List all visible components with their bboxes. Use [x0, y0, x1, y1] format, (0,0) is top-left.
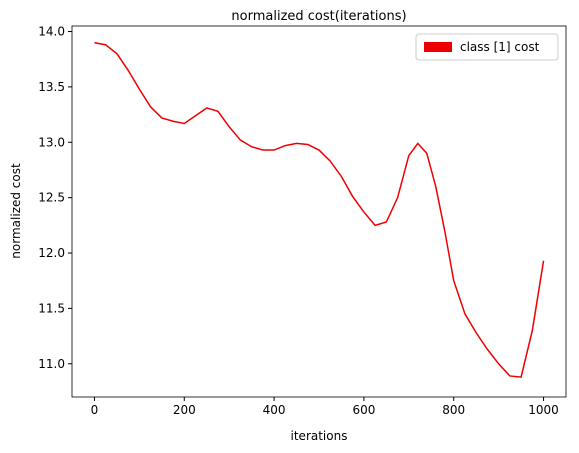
y-tick-label: 11.0 — [38, 357, 65, 371]
legend-label: class [1] cost — [460, 40, 540, 54]
plot-frame — [71, 25, 567, 398]
x-tick-label: 600 — [352, 403, 375, 417]
x-tick-label: 200 — [173, 403, 196, 417]
legend-box — [415, 33, 559, 61]
y-tick-label: 14.0 — [38, 25, 65, 39]
y-tick-label: 12.5 — [38, 191, 65, 205]
y-tick-label: 12.0 — [38, 246, 65, 260]
x-tick-label: 400 — [263, 403, 286, 417]
x-tick-label: 1000 — [528, 403, 559, 417]
x-tick-label: 800 — [442, 403, 465, 417]
legend-swatch — [424, 42, 452, 52]
line — [94, 41, 545, 378]
chart-title: normalized cost(iterations) — [231, 9, 406, 24]
y-axis-label: normalized cost — [9, 163, 23, 259]
x-tick-label: 0 — [91, 403, 99, 417]
y-tick-label: 13.0 — [38, 135, 65, 149]
x-axis-label: iterations — [291, 429, 348, 443]
y-tick-label: 13.5 — [38, 80, 65, 94]
y-tick-label: 11.5 — [38, 301, 65, 315]
